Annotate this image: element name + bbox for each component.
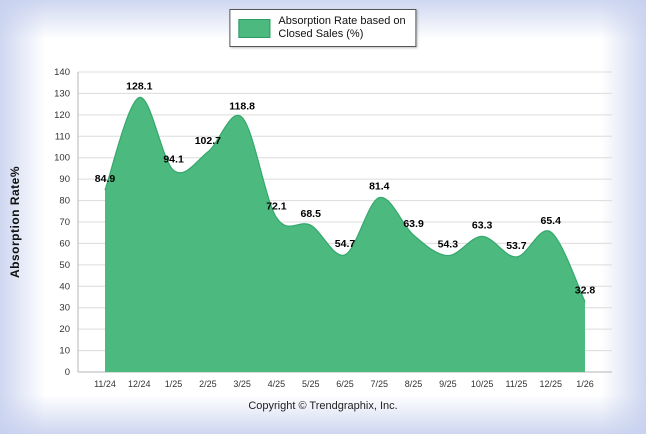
- y-tick-label: 70: [59, 217, 70, 228]
- y-tick-label: 110: [55, 131, 70, 142]
- x-tick-label: 2/25: [199, 379, 217, 389]
- y-tick-label: 60: [59, 238, 70, 249]
- y-tick-label: 30: [59, 303, 70, 314]
- value-label: 54.3: [438, 239, 459, 251]
- value-label: 54.7: [335, 238, 356, 250]
- copyright-text: Copyright © Trendgraphix, Inc.: [248, 400, 398, 412]
- y-tick-label: 80: [59, 196, 70, 207]
- x-tick-label: 1/26: [576, 379, 594, 389]
- y-tick-label: 90: [59, 174, 70, 185]
- value-label: 102.7: [195, 135, 221, 147]
- y-tick-label: 120: [54, 110, 70, 121]
- value-label: 68.5: [300, 208, 321, 220]
- legend-label: Absorption Rate based on Closed Sales (%…: [278, 15, 405, 41]
- area-fill: [105, 97, 585, 373]
- x-tick-label: 9/25: [439, 379, 457, 389]
- value-label: 32.8: [575, 285, 596, 297]
- value-label: 63.3: [472, 219, 493, 231]
- y-tick-label: 0: [65, 367, 70, 378]
- x-tick-label: 7/25: [371, 379, 389, 389]
- x-tick-label: 6/25: [336, 379, 354, 389]
- legend-label-line2: Closed Sales (%): [278, 28, 364, 40]
- x-tick-label: 10/25: [471, 379, 494, 389]
- x-tick-label: 8/25: [405, 379, 423, 389]
- y-tick-label: 50: [59, 260, 70, 271]
- y-tick-label: 130: [54, 88, 70, 99]
- value-label: 63.9: [403, 218, 424, 230]
- area-line: [104, 96, 586, 302]
- value-label: 94.1: [163, 153, 184, 165]
- value-label: 118.8: [229, 100, 255, 112]
- x-tick-label: 12/25: [539, 379, 562, 389]
- y-tick-label: 40: [59, 281, 70, 292]
- legend-swatch-icon: [238, 18, 271, 38]
- value-label: 128.1: [126, 81, 152, 93]
- y-tick-label: 20: [59, 324, 70, 335]
- y-tick-label: 100: [54, 153, 70, 164]
- value-label: 65.4: [540, 215, 561, 227]
- y-tick-label: 10: [59, 346, 70, 357]
- legend-label-line1: Absorption Rate based on: [278, 15, 406, 27]
- x-tick-label: 3/25: [233, 379, 251, 389]
- x-tick-label: 4/25: [268, 379, 286, 389]
- value-label: 53.7: [506, 240, 527, 252]
- x-tick-label: 5/25: [302, 379, 320, 389]
- value-label: 72.1: [266, 201, 287, 213]
- value-label: 81.4: [369, 181, 390, 193]
- x-tick-label: 11/24: [94, 379, 116, 389]
- x-tick-label: 1/25: [165, 379, 183, 389]
- legend: Absorption Rate based on Closed Sales (%…: [229, 9, 417, 47]
- value-label: 84.9: [95, 173, 116, 185]
- y-axis-title: Absorption Rate%: [8, 165, 22, 279]
- x-tick-label: 11/25: [505, 379, 527, 389]
- x-tick-label: 12/24: [128, 379, 151, 389]
- y-tick-label: 140: [54, 67, 70, 78]
